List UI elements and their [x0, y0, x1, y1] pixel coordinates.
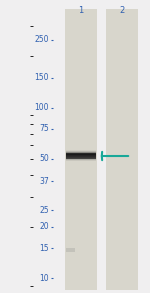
Bar	[66, 154, 96, 155]
Text: 50: 50	[39, 154, 49, 163]
Bar	[66, 155, 96, 156]
Bar	[66, 158, 96, 159]
Bar	[66, 157, 96, 158]
Text: 100: 100	[34, 103, 49, 112]
Bar	[66, 156, 96, 157]
Bar	[66, 151, 96, 152]
Bar	[66, 155, 96, 156]
Text: 250: 250	[34, 35, 49, 44]
Text: 25: 25	[39, 206, 49, 215]
Bar	[66, 159, 96, 160]
Bar	[66, 156, 96, 157]
Text: 10: 10	[39, 274, 49, 282]
Text: 15: 15	[39, 243, 49, 253]
Bar	[66, 152, 96, 153]
Bar	[66, 160, 96, 161]
Bar	[106, 9, 138, 290]
Bar	[66, 153, 96, 154]
Text: 150: 150	[34, 73, 49, 82]
Text: 75: 75	[39, 125, 49, 133]
Bar	[66, 248, 75, 252]
Bar	[66, 156, 96, 157]
Text: 2: 2	[119, 6, 124, 15]
Bar	[66, 153, 96, 154]
Bar	[66, 154, 96, 155]
Bar	[66, 152, 96, 153]
Bar	[66, 158, 96, 159]
Text: 20: 20	[39, 222, 49, 231]
Bar	[66, 157, 96, 158]
Text: 37: 37	[39, 177, 49, 186]
Bar	[66, 150, 96, 151]
Text: 1: 1	[78, 6, 84, 15]
Bar	[65, 9, 97, 290]
